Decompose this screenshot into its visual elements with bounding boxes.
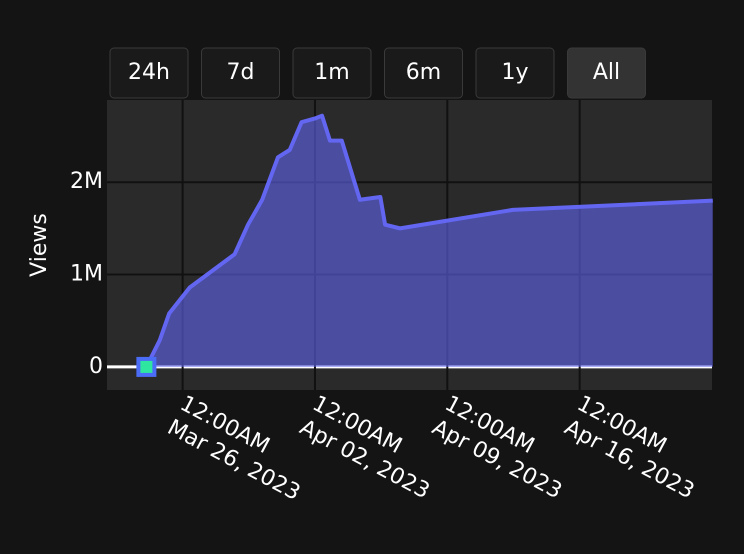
range-button-box[interactable] — [292, 47, 372, 99]
range-button-label[interactable]: 1y — [501, 60, 528, 85]
range-button-label[interactable]: All — [593, 60, 620, 85]
range-button[interactable]: 7d — [201, 47, 280, 99]
range-button-box[interactable] — [567, 47, 646, 99]
y-tick-label: 2M — [70, 169, 103, 194]
range-button-label[interactable]: 6m — [406, 60, 441, 85]
range-button[interactable]: 24h — [109, 47, 189, 99]
range-button-box[interactable] — [475, 47, 555, 99]
y-tick-label: 1M — [70, 262, 103, 287]
range-button[interactable]: 1m — [292, 47, 372, 99]
range-button-box[interactable] — [109, 47, 189, 99]
start-marker — [136, 356, 157, 377]
range-button-label[interactable]: 7d — [227, 60, 255, 85]
range-button-label[interactable]: 1m — [314, 60, 349, 85]
range-button-box[interactable] — [201, 47, 280, 99]
range-button-label[interactable]: 24h — [128, 60, 170, 85]
range-button[interactable]: 6m — [384, 47, 463, 99]
range-button[interactable]: All — [567, 47, 646, 99]
y-tick-label: 0 — [89, 354, 103, 379]
range-button-box[interactable] — [384, 47, 463, 99]
area-fill — [146, 115, 713, 367]
y-axis-title: Views — [27, 213, 52, 277]
range-button[interactable]: 1y — [475, 47, 555, 99]
line — [144, 113, 713, 368]
